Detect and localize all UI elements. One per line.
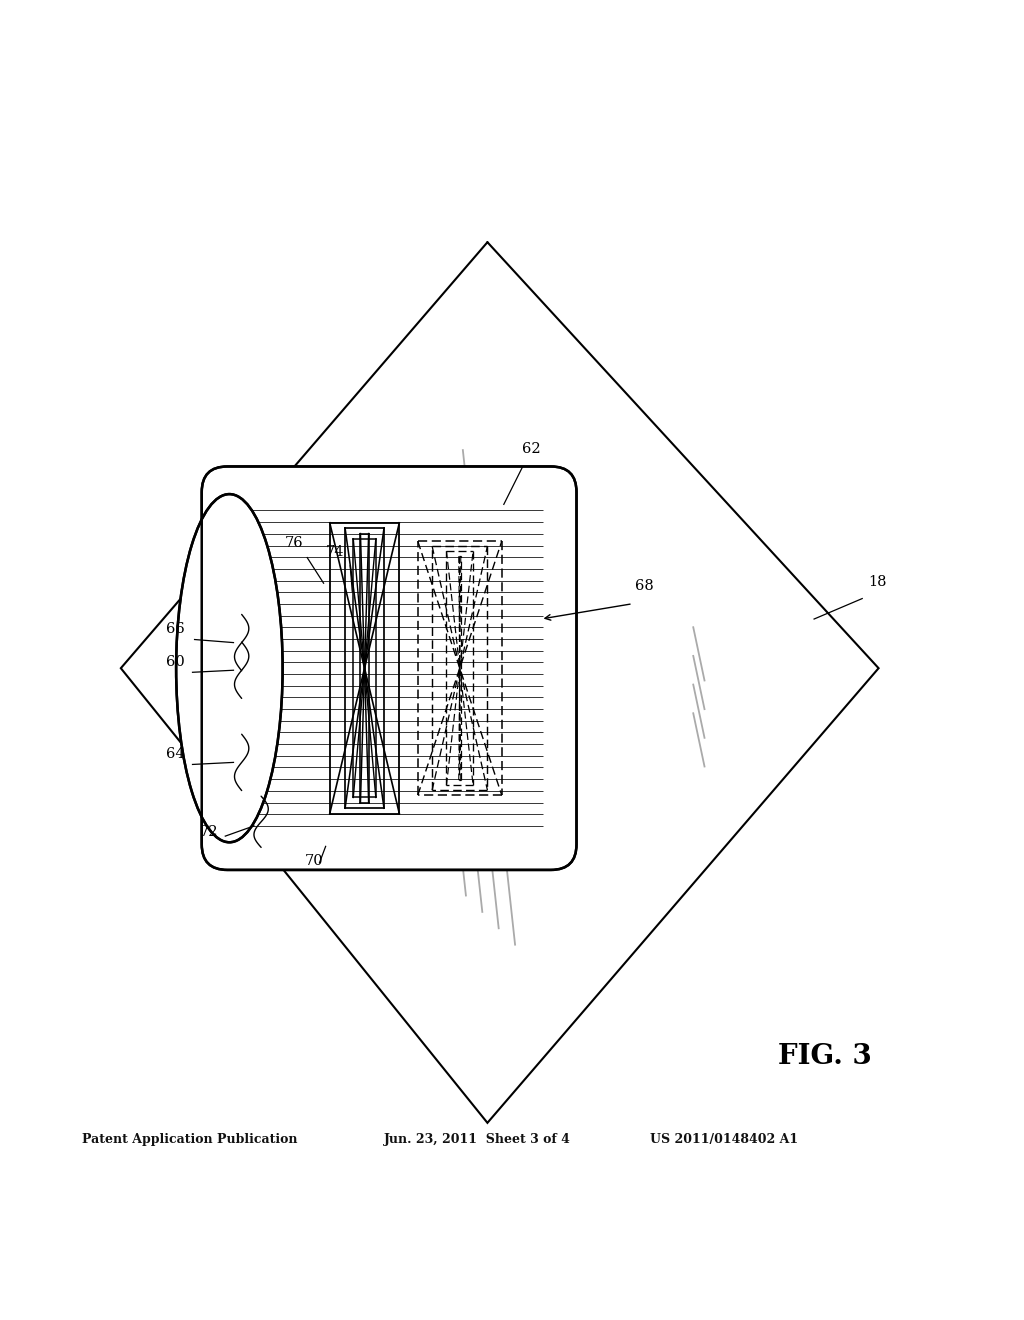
Text: 68: 68 <box>635 579 653 594</box>
Text: 66: 66 <box>166 622 184 636</box>
Text: 62: 62 <box>522 442 541 457</box>
Text: 18: 18 <box>868 576 887 589</box>
Text: Patent Application Publication: Patent Application Publication <box>82 1133 297 1146</box>
Text: Jun. 23, 2011  Sheet 3 of 4: Jun. 23, 2011 Sheet 3 of 4 <box>384 1133 570 1146</box>
Text: US 2011/0148402 A1: US 2011/0148402 A1 <box>650 1133 799 1146</box>
Text: 74: 74 <box>326 545 344 558</box>
Text: 72: 72 <box>200 825 218 840</box>
Ellipse shape <box>176 494 283 842</box>
Text: 60: 60 <box>166 655 184 669</box>
Text: FIG. 3: FIG. 3 <box>778 1044 872 1071</box>
Text: 76: 76 <box>285 536 303 550</box>
Text: 70: 70 <box>305 854 324 867</box>
FancyBboxPatch shape <box>202 466 577 870</box>
Text: 64: 64 <box>166 747 184 762</box>
